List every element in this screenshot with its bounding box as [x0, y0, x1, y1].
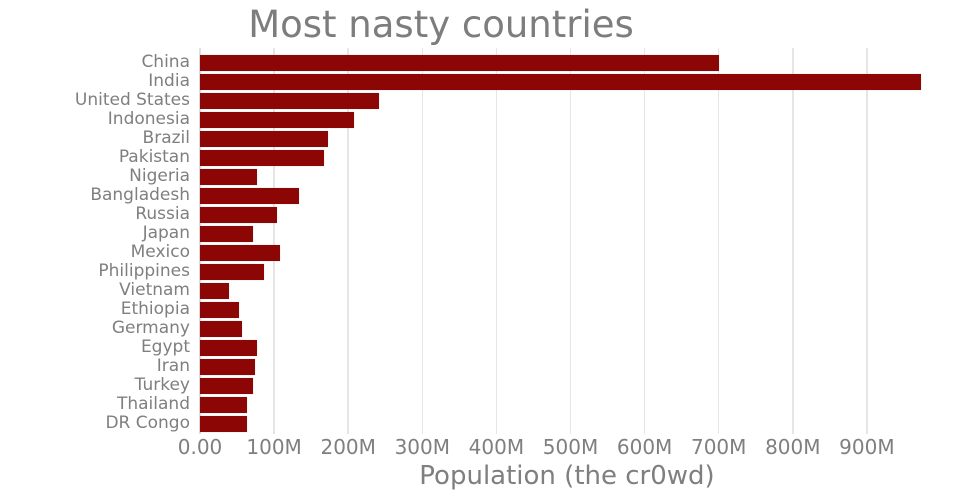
bar-germany — [200, 320, 243, 337]
bar-brazil — [200, 130, 329, 147]
x-axis-title: Population (the cr0wd) — [419, 461, 715, 491]
y-tick-label-germany: Germany — [111, 318, 190, 339]
x-tick-label-900m: 900M — [839, 435, 895, 459]
bar-bangladesh — [200, 187, 299, 204]
y-tick-label-brazil: Brazil — [142, 128, 190, 149]
y-tick-label-russia: Russia — [135, 204, 190, 225]
x-tick-label-200m: 200M — [320, 435, 376, 459]
x-tick-label-500m: 500M — [542, 435, 599, 459]
y-tick-label-mexico: Mexico — [130, 242, 190, 263]
y-tick-label-nigeria: Nigeria — [129, 166, 190, 187]
y-tick-label-ethiopia: Ethiopia — [120, 299, 190, 320]
x-tick-label-800m: 800M — [765, 435, 821, 459]
bar-india — [200, 73, 921, 90]
bar-iran — [200, 358, 255, 375]
bar-russia — [200, 206, 278, 223]
chart-title: Most nasty countries — [248, 3, 634, 46]
y-tick-label-iran: Iran — [156, 356, 190, 377]
y-tick-label-indonesia: Indonesia — [107, 109, 190, 130]
x-tick-label-100m: 100M — [246, 435, 302, 459]
gridline-200M — [347, 48, 349, 434]
y-tick-label-pakistan: Pakistan — [118, 147, 190, 168]
gridline-500M — [569, 48, 572, 434]
y-tick-label-dr-congo: DR Congo — [105, 413, 190, 434]
x-tick-label-700m: 700M — [690, 435, 747, 459]
y-tick-label-vietnam: Vietnam — [119, 280, 190, 301]
y-tick-label-bangladesh: Bangladesh — [90, 185, 190, 206]
gridline-600M — [643, 48, 646, 434]
bar-egypt — [200, 339, 258, 356]
y-tick-label-egypt: Egypt — [140, 337, 190, 358]
y-tick-label-china: China — [141, 52, 190, 73]
y-tick-label-philippines: Philippines — [98, 261, 190, 282]
bar-pakistan — [200, 149, 324, 166]
y-tick-label-turkey: Turkey — [134, 375, 190, 396]
bar-ethiopia — [200, 301, 239, 318]
bar-united-states — [200, 92, 380, 109]
bar-china — [200, 54, 719, 71]
x-tick-label-600m: 600M — [616, 435, 673, 459]
x-tick-label-0.00: 0.00 — [177, 435, 223, 459]
gridline-300M — [421, 48, 424, 434]
plot-area — [199, 48, 941, 434]
gridline-900M — [866, 48, 868, 434]
x-tick-label-300m: 300M — [394, 435, 451, 459]
gridline-100M — [273, 48, 275, 434]
gridline-800M — [792, 48, 794, 434]
y-tick-label-india: India — [148, 71, 190, 92]
bar-dr-congo — [200, 415, 247, 432]
y-tick-label-thailand: Thailand — [116, 394, 190, 415]
y-tick-label-japan: Japan — [142, 223, 190, 244]
bar-thailand — [200, 396, 248, 413]
bar-indonesia — [200, 111, 355, 128]
bar-mexico — [200, 244, 281, 261]
gridline-400M — [495, 48, 498, 434]
bar-turkey — [200, 377, 253, 394]
gridline-700M — [717, 48, 720, 434]
bar-japan — [200, 225, 254, 242]
bar-nigeria — [200, 168, 258, 185]
bar-vietnam — [200, 282, 229, 299]
x-tick-label-400m: 400M — [468, 435, 525, 459]
y-tick-label-united-states: United States — [74, 90, 190, 111]
bar-philippines — [200, 263, 264, 280]
